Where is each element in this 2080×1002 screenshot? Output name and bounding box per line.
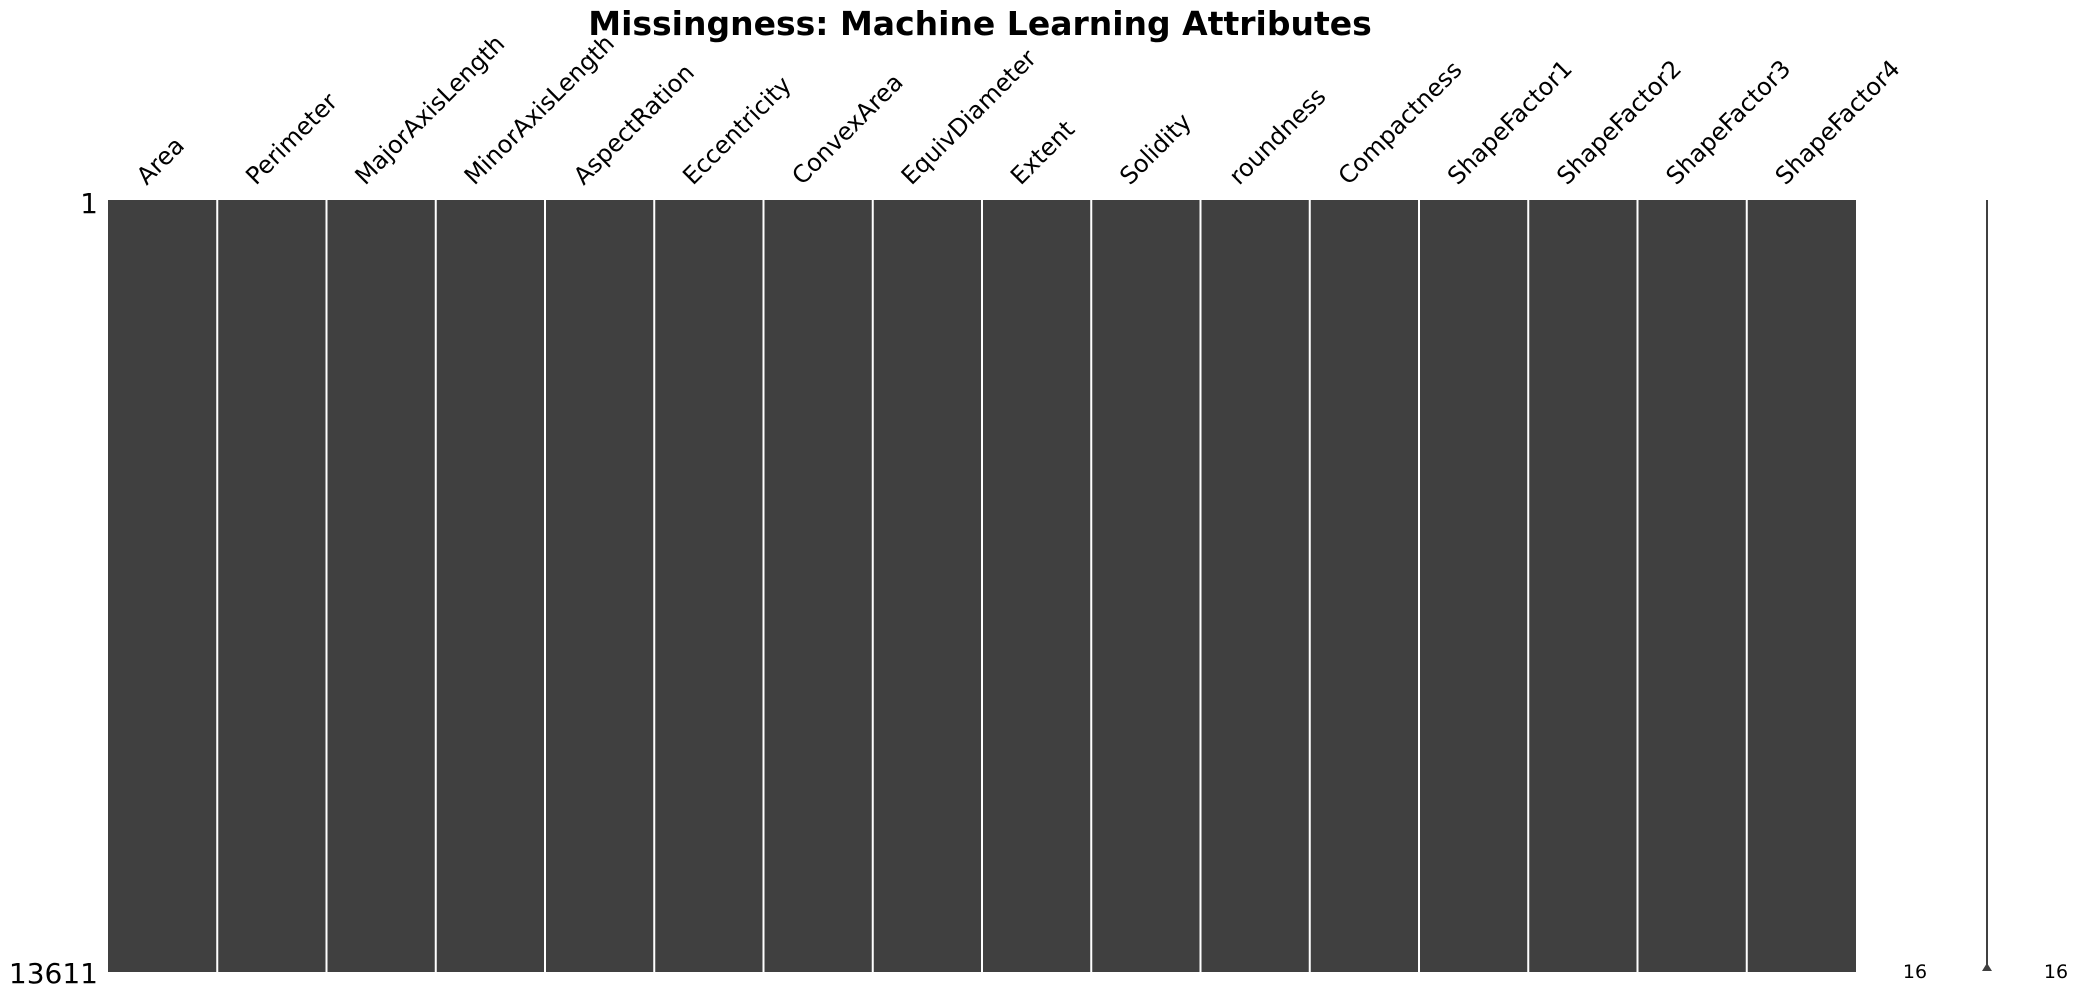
row-labels: 1 13611	[9, 187, 98, 990]
sparkline-min-marker	[1982, 963, 1992, 971]
row-label-last: 13611	[9, 957, 98, 990]
column-bar-EquivDiameter	[872, 200, 982, 972]
column-label-Eccentricity: Eccentricity	[677, 71, 796, 190]
sparkline-min-label: 16	[1903, 961, 1927, 983]
column-bar-ShapeFactor3	[1637, 200, 1747, 972]
column-bar-ShapeFactor2	[1528, 200, 1638, 972]
column-bar-Compactness	[1309, 200, 1419, 972]
column-bar-ShapeFactor4	[1746, 200, 1856, 972]
row-label-first: 1	[80, 187, 98, 220]
column-bar-ShapeFactor1	[1419, 200, 1529, 972]
column-label-roundness: roundness	[1224, 82, 1332, 190]
column-label-Area: Area	[131, 131, 190, 190]
column-bar-Extent	[982, 200, 1092, 972]
column-label-Solidity: Solidity	[1114, 108, 1197, 191]
column-bar-Solidity	[1091, 200, 1201, 972]
column-label-Perimeter: Perimeter	[240, 88, 343, 191]
column-bar-MajorAxisLength	[326, 200, 436, 972]
matrix-area	[108, 200, 1856, 972]
column-labels: Area Perimeter MajorAxisLengthMinorAxisLen…	[131, 29, 1905, 190]
column-bar-MinorAxisLength	[435, 200, 545, 972]
sparkline-max-label: 16	[2044, 961, 2068, 983]
sparkline: 16 16	[1903, 200, 2068, 983]
column-bar-AspectRation	[545, 200, 655, 972]
column-bar-ConvexArea	[763, 200, 873, 972]
chart-title: Missingness: Machine Learning Attributes	[588, 4, 1372, 43]
column-label-ConvexArea: ConvexArea	[787, 68, 909, 190]
column-bar-Eccentricity	[654, 200, 764, 972]
column-bar-Area	[108, 200, 218, 972]
column-bar-Perimeter	[217, 200, 327, 972]
column-bar-roundness	[1200, 200, 1310, 972]
column-label-Extent: Extent	[1005, 115, 1080, 190]
